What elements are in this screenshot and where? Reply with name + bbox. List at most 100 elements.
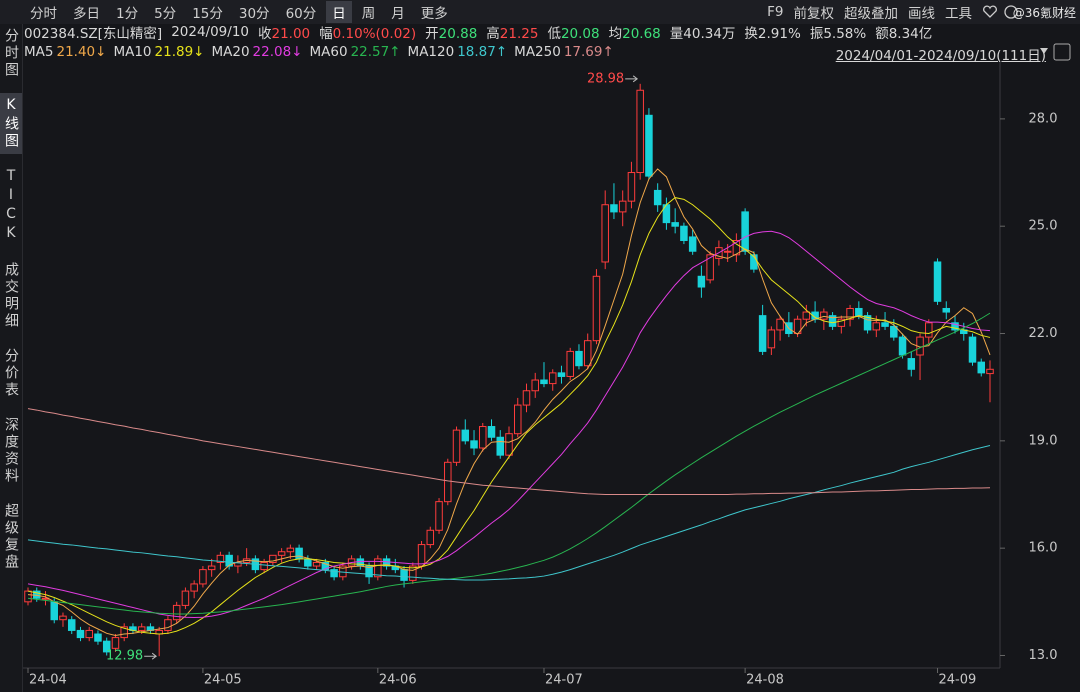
legend-value: 17.69↑	[563, 44, 614, 60]
candle	[461, 419, 470, 445]
candle	[968, 333, 977, 366]
candle	[111, 634, 120, 652]
sidebar-item[interactable]: 分价表	[3, 348, 19, 399]
candle	[199, 566, 207, 588]
candle	[295, 544, 303, 563]
candle-body	[513, 404, 522, 435]
candle	[653, 183, 662, 212]
candle	[356, 555, 365, 570]
quote-value: 5.58%	[823, 26, 867, 42]
candle	[575, 344, 583, 370]
period-tab[interactable]: 周	[361, 6, 376, 22]
period-tab[interactable]: 5分	[154, 6, 177, 22]
quote-item: 开20.88	[425, 22, 477, 42]
candle-body	[776, 318, 784, 331]
candle	[583, 333, 592, 370]
candle-body	[968, 336, 977, 363]
legend-name: MA20	[211, 44, 250, 60]
candle	[741, 208, 749, 255]
candle-body	[321, 561, 330, 571]
candle-body	[522, 390, 531, 406]
candle-body	[592, 275, 601, 342]
candle	[697, 265, 706, 298]
candle-body	[636, 89, 644, 174]
quote-label: 振	[809, 26, 824, 42]
quote-item: 低20.08	[547, 22, 599, 42]
candle	[146, 623, 155, 635]
candle	[758, 304, 767, 355]
period-tab[interactable]: 月	[391, 6, 405, 22]
candle-body	[137, 626, 146, 631]
candle	[820, 308, 828, 330]
period-tab[interactable]: 多日	[73, 6, 100, 22]
candle-body	[76, 629, 85, 639]
date-range[interactable]: 2024/04/01-2024/09/10(111日)	[835, 48, 1046, 64]
candle	[417, 541, 426, 570]
sidebar-item[interactable]: 分时图	[3, 28, 19, 79]
candle	[732, 233, 741, 262]
candle-body	[855, 307, 863, 317]
candle-body	[444, 461, 452, 503]
x-tick-label: 24-08	[746, 673, 784, 688]
sidebar-item[interactable]: K线图	[0, 93, 22, 154]
quote-value: 20.68	[622, 26, 661, 42]
sidebar-item[interactable]: 超级复盘	[3, 503, 19, 571]
sidebar-item[interactable]: 深度资料	[3, 417, 19, 485]
x-tick-label: 24-09	[939, 673, 977, 688]
period-tab[interactable]: 30分	[238, 6, 270, 22]
tool-button[interactable]: F9	[767, 4, 784, 20]
candle-body	[977, 361, 986, 374]
candle	[435, 498, 443, 534]
x-tick-label: 24-04	[29, 673, 67, 688]
ma-line	[27, 445, 991, 581]
period-tab[interactable]: 60分	[285, 6, 317, 22]
candle	[986, 360, 994, 403]
candle-body	[706, 254, 714, 281]
period-tab[interactable]: 日	[326, 1, 352, 23]
candle	[155, 626, 163, 657]
quote-value: 2.91%	[757, 26, 801, 42]
candle-body	[951, 322, 959, 331]
extreme-label: 28.98	[587, 71, 624, 86]
candle	[601, 190, 609, 270]
period-tab[interactable]: 分时	[30, 6, 57, 22]
legend-item: MA250 17.69↑	[514, 44, 614, 60]
sidebar-item[interactable]: TICK	[3, 168, 19, 244]
candle	[330, 566, 338, 581]
sidebar-item[interactable]: 成交明细	[3, 262, 19, 330]
candle	[610, 183, 618, 220]
candle-body	[286, 547, 295, 553]
candle	[522, 383, 531, 413]
candle-body	[741, 211, 749, 252]
period-tab[interactable]: 更多	[420, 6, 448, 22]
candle	[444, 458, 452, 506]
candle-body	[330, 569, 338, 578]
tool-button[interactable]: 画线	[908, 6, 935, 22]
toolbar: 分时 多日 1分 5分 15分 30分 60分日周月更多 F9 前复权 超级叠加 画线 工具 @36氪…	[0, 0, 1080, 24]
candle	[207, 558, 216, 577]
candle	[94, 630, 102, 645]
candle-body	[767, 329, 776, 349]
candle	[374, 555, 382, 581]
candle	[846, 304, 854, 327]
period-tab[interactable]: 15分	[192, 6, 223, 22]
ma-line	[27, 230, 991, 619]
candle	[688, 229, 697, 255]
candle	[382, 555, 391, 570]
tool-icons[interactable]	[982, 4, 1020, 20]
quote-item: 额8.34亿	[875, 22, 932, 42]
sidebar: 分时图 K线图 TICK 成交明细分价表深度资料超级复盘	[0, 24, 23, 692]
legend-value: 22.57↑	[350, 44, 401, 60]
candle-body	[881, 322, 889, 327]
candle-body	[846, 307, 854, 320]
period-tab[interactable]: 1分	[116, 6, 139, 22]
tool-group: F9 前复权 超级叠加 画线 工具	[767, 0, 1020, 24]
candle-body	[820, 311, 828, 320]
tool-button[interactable]: 工具	[945, 6, 972, 22]
tool-button[interactable]: 前复权	[793, 6, 835, 22]
candle-body	[312, 561, 321, 567]
candle-body	[199, 569, 207, 585]
candle	[487, 419, 496, 441]
tool-button[interactable]: 超级叠加	[844, 6, 898, 22]
candle	[470, 430, 478, 456]
